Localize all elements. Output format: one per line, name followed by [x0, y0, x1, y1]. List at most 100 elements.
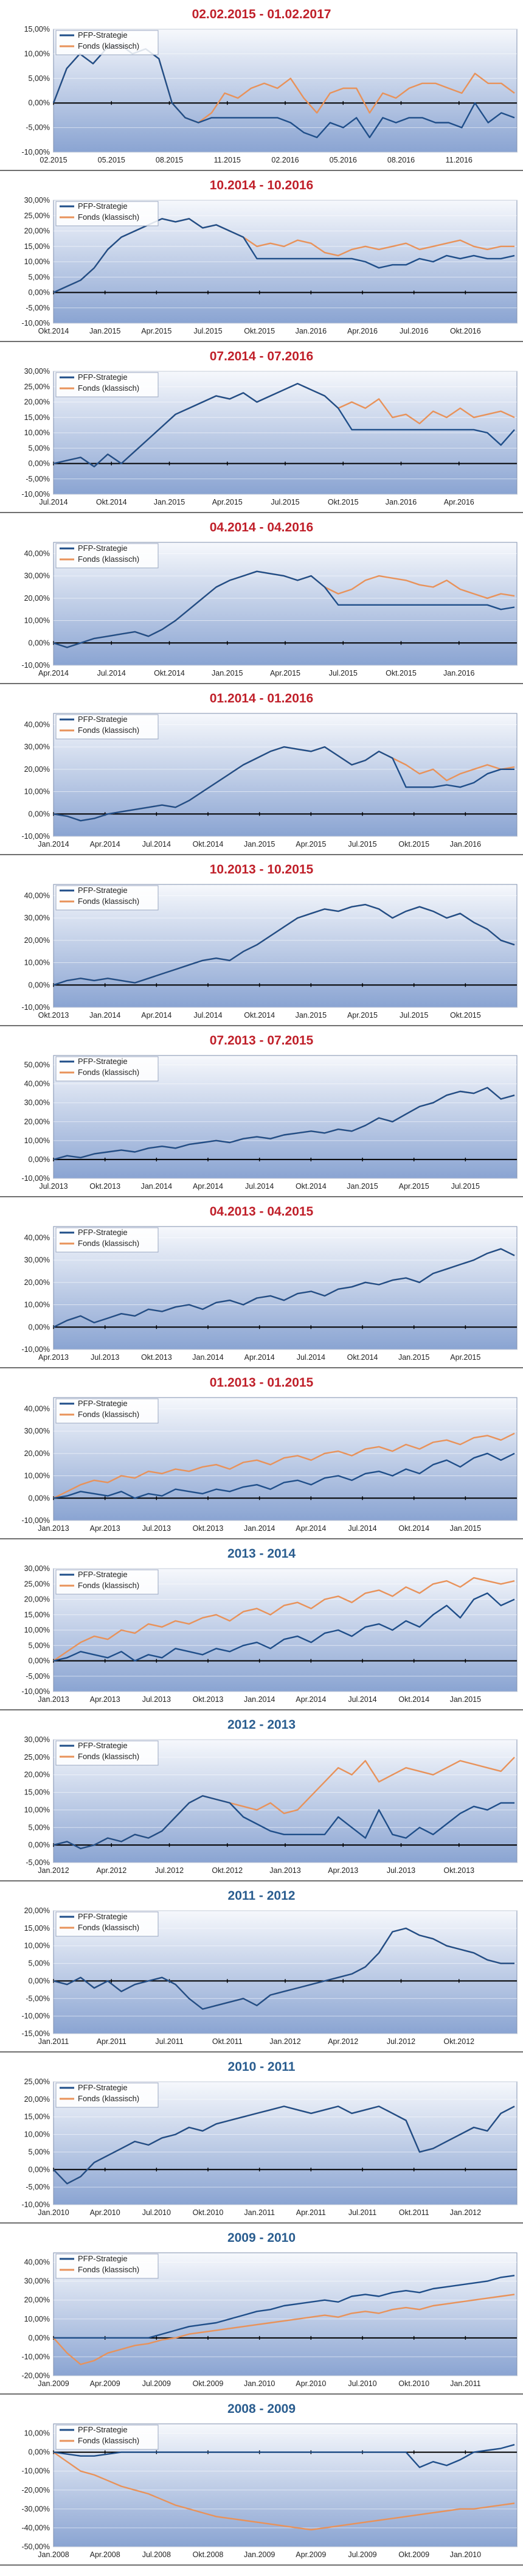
x-tick-label: 08.2016: [387, 156, 415, 164]
x-tick-label: Apr.2015: [212, 498, 243, 506]
legend-label-fonds: Fonds (klassisch): [78, 383, 139, 393]
legend: PFP-Strategie Fonds (klassisch): [55, 2424, 159, 2450]
x-tick-label: Okt.2011: [399, 2208, 429, 2217]
x-tick-label: Apr.2014: [141, 1011, 171, 1020]
chart-title: 2011 - 2012: [227, 1889, 296, 1903]
legend-label-fonds: Fonds (klassisch): [78, 726, 139, 735]
legend-label-fonds: Fonds (klassisch): [78, 1581, 139, 1590]
legend-label-fonds: Fonds (klassisch): [78, 897, 139, 906]
x-tick-label: Jul.2015: [348, 840, 376, 849]
x-tick-label: 05.2016: [330, 156, 357, 164]
y-tick-label: -5,00%: [26, 1994, 50, 2003]
y-tick-label: 40,00%: [24, 1404, 50, 1413]
x-tick-label: Okt.2008: [193, 2550, 224, 2559]
legend-label-fonds: Fonds (klassisch): [78, 1068, 139, 1077]
x-tick-label: Okt.2009: [398, 2550, 429, 2559]
series-line-pfp-strategie: [53, 2444, 515, 2468]
y-tick-label: 20,00%: [24, 2095, 50, 2104]
x-tick-label: 02.2016: [271, 156, 299, 164]
legend: PFP-Strategie Fonds (klassisch): [55, 1398, 159, 1424]
line-chart: 30,00% 25,00% 20,00% 15,00% 10,00% 5,00% 0,00%…: [21, 1564, 518, 1704]
chart-panel: 2010 - 2011 25,00% 20,00% 15,00% 10,00% 5,00%…: [0, 2053, 523, 2224]
x-tick-label: Apr.2012: [328, 2037, 358, 2046]
legend: PFP-Strategie Fonds (klassisch): [55, 2082, 159, 2108]
series-line-pfp-strategie: [53, 1452, 515, 1499]
line-chart: 30,00% 25,00% 20,00% 15,00% 10,00% 5,00% 0,00%…: [21, 196, 518, 335]
y-tick-label: 0,00%: [29, 289, 50, 297]
series-line-pfp-strategie: [53, 382, 515, 467]
x-tick-label: Jul.2013: [91, 1353, 119, 1362]
y-tick-label: -10,00%: [21, 661, 50, 670]
x-tick-label: Jan.2012: [38, 1866, 69, 1875]
x-tick-label: Jul.2014: [348, 1524, 376, 1533]
x-tick-label: Jul.2014: [297, 1353, 325, 1362]
y-tick-label: 10,00%: [24, 1626, 50, 1634]
y-tick-label: 10,00%: [24, 1805, 50, 1814]
x-tick-label: Jan.2009: [244, 2550, 275, 2559]
x-tick-label: Apr.2008: [90, 2550, 120, 2559]
y-tick-label: 30,00%: [24, 1256, 50, 1264]
legend-label-fonds: Fonds (klassisch): [78, 212, 139, 222]
legend-label-pfp: PFP-Strategie: [78, 2425, 128, 2434]
y-tick-label: 30,00%: [24, 2277, 50, 2286]
x-tick-label: Jan.2014: [244, 1524, 275, 1533]
y-tick-label: 5,00%: [29, 273, 50, 281]
y-tick-label: 30,00%: [24, 743, 50, 751]
chart-title: 04.2014 - 04.2016: [209, 520, 314, 534]
chart-panel: 2009 - 2010 40,00% 30,00% 20,00% 10,00% 0,00%…: [0, 2224, 523, 2395]
y-tick-label: -5,00%: [26, 475, 50, 483]
y-tick-label: 5,00%: [29, 74, 50, 83]
y-tick-label: 20,00%: [24, 227, 50, 236]
legend-label-pfp: PFP-Strategie: [78, 886, 128, 895]
y-tick-label: -10,00%: [21, 2012, 50, 2020]
legend-label-pfp: PFP-Strategie: [78, 1057, 128, 1066]
legend: PFP-Strategie Fonds (klassisch): [55, 1227, 159, 1253]
y-tick-label: 0,00%: [29, 1976, 50, 1985]
y-tick-label: -10,00%: [21, 148, 50, 156]
x-tick-label: Jan.2014: [38, 840, 69, 849]
x-tick-label: Apr.2014: [296, 1695, 326, 1704]
x-tick-label: Jan.2016: [386, 498, 417, 506]
y-tick-label: -30,00%: [21, 2505, 50, 2513]
x-tick-label: 11.2015: [214, 156, 241, 164]
y-tick-label: -10,00%: [21, 832, 50, 841]
x-tick-label: Apr.2013: [328, 1866, 358, 1875]
y-tick-label: 30,00%: [24, 1099, 50, 1107]
y-tick-label: 10,00%: [24, 2130, 50, 2139]
legend-label-fonds: Fonds (klassisch): [78, 1923, 139, 1932]
x-tick-label: Jan.2016: [296, 327, 327, 335]
chart-title: 2013 - 2014: [227, 1547, 296, 1561]
x-tick-label: Jul.2014: [193, 1011, 222, 1020]
y-tick-label: 20,00%: [24, 1595, 50, 1604]
y-tick-label: 10,00%: [24, 1942, 50, 1950]
y-tick-label: 0,00%: [29, 810, 50, 818]
series-line-pfp-strategie: [53, 746, 514, 822]
series-line-pfp-strategie: [53, 1592, 515, 1662]
x-tick-label: Jul.2012: [387, 2037, 415, 2046]
x-tick-label: Jan.2011: [38, 2037, 69, 2046]
x-tick-label: Okt.2015: [386, 669, 417, 677]
x-tick-label: Jan.2013: [38, 1524, 69, 1533]
x-tick-label: Okt.2011: [212, 2037, 243, 2046]
y-tick-label: 10,00%: [24, 1472, 50, 1480]
y-tick-label: 15,00%: [24, 413, 50, 422]
chart-title: 10.2013 - 10.2015: [209, 863, 314, 877]
chart-title: 2012 - 2013: [227, 1718, 296, 1732]
x-tick-label: Jul.2010: [348, 2379, 376, 2388]
x-tick-label: Jul.2014: [245, 1182, 274, 1191]
y-tick-label: 0,00%: [29, 1494, 50, 1502]
y-tick-label: 0,00%: [29, 981, 50, 989]
y-tick-label: 30,00%: [24, 572, 50, 580]
y-tick-label: 0,00%: [29, 1657, 50, 1665]
x-tick-label: Apr.2013: [90, 1695, 120, 1704]
line-chart: 10,00% 0,00% -10,00% -20,00% -30,00% -40,00% -…: [21, 2423, 518, 2559]
x-tick-label: Jul.2014: [142, 840, 171, 849]
y-tick-label: -10,00%: [21, 319, 50, 327]
y-tick-label: -10,00%: [21, 1687, 50, 1696]
x-tick-label: Jul.2013: [142, 1695, 171, 1704]
y-tick-label: 30,00%: [24, 914, 50, 922]
x-tick-label: Apr.2015: [347, 1011, 378, 1020]
x-tick-label: Okt.2013: [443, 1866, 474, 1875]
x-tick-label: Jul.2014: [97, 669, 126, 677]
